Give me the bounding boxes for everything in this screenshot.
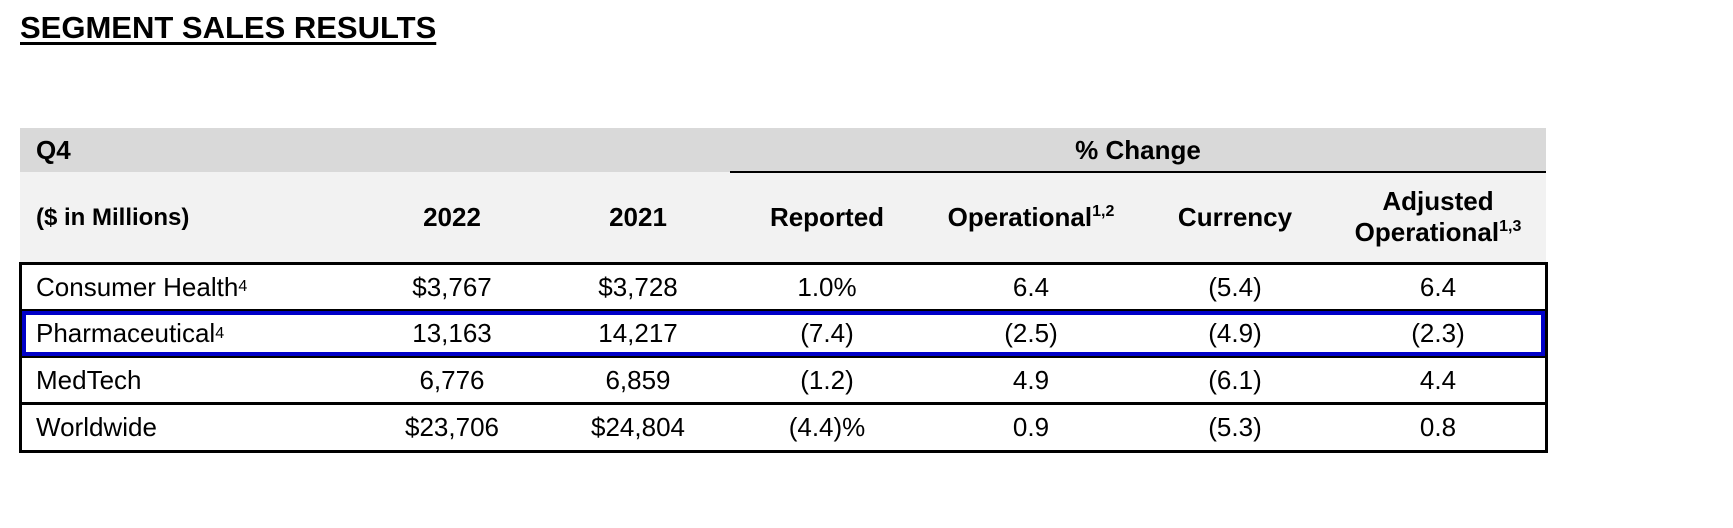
cell: 1.0% xyxy=(797,271,857,302)
cell: 0.9 xyxy=(1012,412,1050,442)
cell: 13,163 xyxy=(412,318,492,348)
column-header: 2021 xyxy=(544,172,732,262)
column-text: Reported xyxy=(769,201,885,232)
column-label: 2021 xyxy=(609,202,667,233)
cell: 6.4 xyxy=(1419,271,1457,302)
cell: $24,804 xyxy=(591,412,685,442)
cell: (7.4) xyxy=(800,318,854,348)
row-rule xyxy=(19,402,1548,405)
column-header: 2022 xyxy=(360,172,544,262)
cell: (6.1) xyxy=(1208,364,1262,395)
cell: (5.3) xyxy=(1208,412,1262,442)
cell: 6.4 xyxy=(1012,271,1050,302)
row-label: Consumer Health 4 xyxy=(36,271,248,302)
cell: (5.4) xyxy=(1208,271,1262,302)
column-label: 2022 xyxy=(423,202,481,233)
row-label: MedTech xyxy=(20,357,360,403)
cell: (1.2) xyxy=(800,364,854,395)
column-label: Reported xyxy=(770,202,884,233)
cell: 4.9 xyxy=(1012,364,1050,395)
footnote-ref: 1,2 xyxy=(1092,202,1115,220)
row-text: MedTech xyxy=(36,364,142,395)
cell: $3,728 xyxy=(598,271,678,302)
row-label: Pharmaceutical 4 xyxy=(36,318,225,348)
header-band xyxy=(20,172,1546,262)
cell: (4.9) xyxy=(1208,318,1262,348)
row-text: Worldwide xyxy=(36,412,157,442)
row-text: Consumer Health xyxy=(36,271,239,302)
row-text: Pharmaceutical xyxy=(36,318,216,348)
header-band xyxy=(20,128,1546,172)
column-text: 2022 xyxy=(423,201,481,232)
column-text: 2021 xyxy=(609,201,667,232)
cell: (4.4)% xyxy=(788,412,866,442)
column-header: Reported xyxy=(732,172,922,262)
cell: 0.8 xyxy=(1419,412,1457,442)
column-header: ($ in Millions) xyxy=(20,172,360,262)
footnote-ref: 1,3 xyxy=(1499,218,1522,235)
column-text: Operational xyxy=(947,201,1093,232)
column-label: ($ in Millions) xyxy=(36,202,189,233)
cell: 6,776 xyxy=(419,364,485,395)
cell: 14,217 xyxy=(598,318,678,348)
column-label: Currency xyxy=(1178,202,1292,233)
cell: $3,767 xyxy=(412,271,492,302)
title: SEGMENT SALES RESULTS xyxy=(20,10,437,45)
cell: (2.5) xyxy=(1004,318,1058,348)
column-header: Operational1,2 xyxy=(922,172,1140,262)
column-text: ($ in Millions) xyxy=(36,203,190,231)
row-rule xyxy=(19,355,1548,358)
cell: 6,859 xyxy=(605,364,671,395)
cell: 4.4 xyxy=(1419,364,1457,395)
column-header: Currency xyxy=(1140,172,1330,262)
column-label: Adjusted Operational1,3 xyxy=(1343,186,1533,248)
cell: $23,706 xyxy=(405,412,499,442)
column-header: Adjusted Operational1,3 xyxy=(1330,172,1546,262)
column-text: Currency xyxy=(1177,201,1293,232)
column-label: Operational1,2 xyxy=(948,202,1115,233)
row-label: Worldwide xyxy=(20,404,360,451)
cell: (2.3) xyxy=(1411,318,1465,348)
group-header: % Change xyxy=(1075,135,1201,165)
row-highlight xyxy=(22,311,1545,356)
rule xyxy=(730,171,1546,173)
column-text: Adjusted Operational xyxy=(1354,186,1500,247)
row-rule xyxy=(19,309,1548,312)
period: Q4 xyxy=(36,135,71,165)
